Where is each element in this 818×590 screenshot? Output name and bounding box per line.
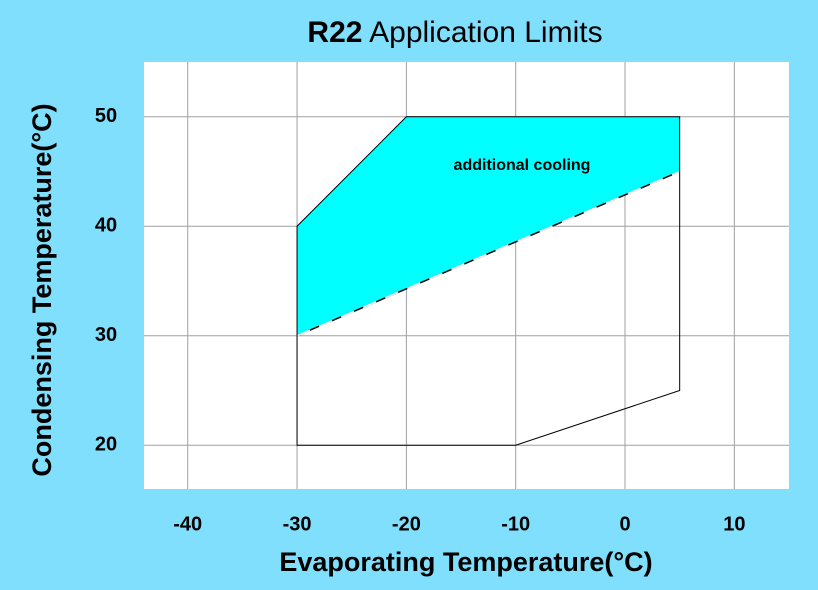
envelope [296,116,681,446]
chart-title: R22 Application Limits [307,16,602,49]
region [297,116,680,336]
x-tick-label: -10 [501,513,530,535]
x-axis-label: Evaporating Temperature(°C) [279,547,652,577]
title-rest: Application Limits [369,16,602,49]
y-tick-label: 50 [95,105,117,127]
y-tick-label: 40 [95,215,117,237]
y-tick-label: 20 [95,433,117,455]
y-axis-label: Condensing Temperature(°C) [27,103,57,476]
x-tick-label: -30 [283,513,312,535]
x-tick-label: -40 [173,513,202,535]
x-tick-label: 10 [723,513,745,535]
title-bold: R22 [307,16,362,49]
x-tick-label: 0 [619,513,630,535]
y-tick-label: 30 [95,324,117,346]
x-tick-label: -20 [392,513,421,535]
annotation: additional cooling [454,157,591,174]
region-edge-dash [296,170,680,337]
